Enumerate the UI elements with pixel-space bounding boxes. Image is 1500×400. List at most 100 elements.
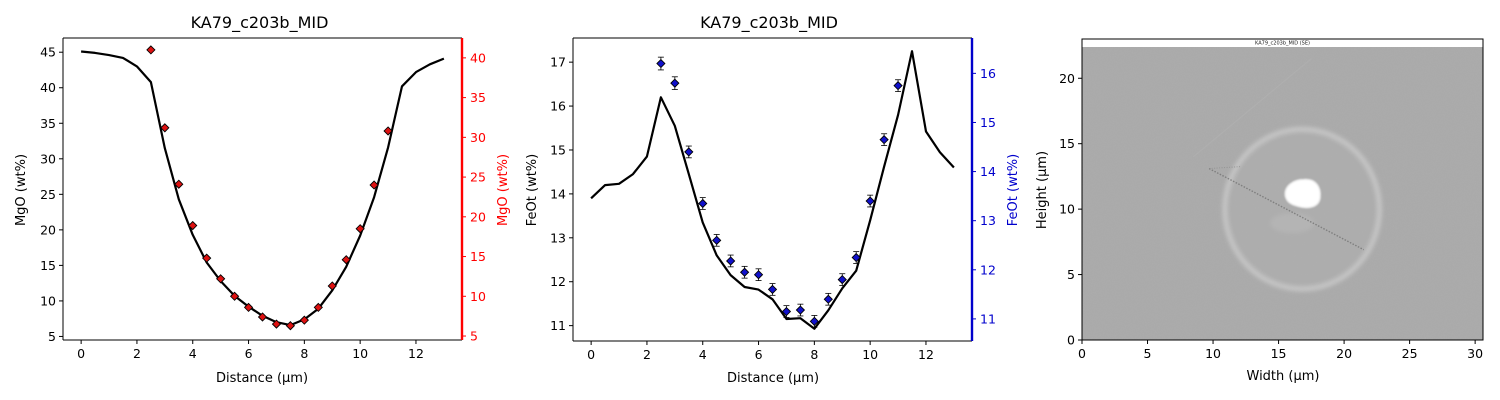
mgo-data-point (369, 180, 379, 190)
feot-x-tick-label: 12 (918, 347, 934, 362)
feot-right-y-tick-label: 14 (980, 164, 996, 179)
feot-chart-title: KA79_c203b_MID (700, 13, 838, 33)
sem-scratch (1193, 58, 1312, 158)
sem-y-tick-label: 5 (1067, 267, 1075, 282)
feot-data-point (656, 58, 666, 69)
feot-right-y-tick-label: 16 (980, 66, 996, 81)
feot-left-y-tick-label: 13 (550, 230, 566, 245)
feot-data-point (684, 147, 694, 157)
mgo-left-y-tick-label: 20 (40, 222, 56, 237)
feot-chart-right-axis-label: FeOt (wt%) (1006, 154, 1021, 226)
feot-data-point (712, 235, 722, 245)
mgo-right-y-tick-label: 30 (470, 130, 486, 145)
mgo-right-y-tick-label: 10 (470, 289, 486, 304)
mgo-data-point (216, 274, 226, 284)
mgo-data-point (243, 302, 254, 313)
mgo-left-y-tick-label: 15 (40, 258, 56, 273)
sem-image-x-axis-label: Width (µm) (1247, 369, 1320, 384)
feot-x-tick-label: 8 (810, 347, 818, 362)
mgo-chart-title: KA79_c203b_MID (191, 13, 329, 33)
feot-left-y-tick-label: 12 (550, 274, 566, 289)
sem-image-frame (1081, 38, 1484, 341)
mgo-data-point (341, 255, 351, 265)
sem-y-tick-label: 20 (1059, 71, 1075, 86)
sem-x-tick-label: 15 (1271, 346, 1287, 361)
feot-left-y-tick-label: 14 (550, 186, 566, 201)
sem-x-tick-label: 10 (1205, 346, 1221, 361)
mgo-right-y-tick-label: 35 (470, 90, 486, 105)
feot-right-y-tick-label: 15 (980, 115, 996, 130)
feot-x-tick-label: 0 (587, 347, 595, 362)
feot-x-tick-label: 10 (862, 347, 878, 362)
feot-x-tick-label: 6 (755, 347, 763, 362)
feot-data-point (767, 284, 778, 295)
mgo-chart-left-axis-label: MgO (wt%) (14, 154, 29, 226)
sem-x-tick-label: 0 (1078, 346, 1086, 361)
feot-right-y-tick-label: 11 (980, 311, 996, 326)
mgo-data-point (146, 45, 156, 55)
mgo-profile-line (80, 50, 445, 327)
feot-data-point (726, 256, 736, 266)
sem-x-tick-label: 30 (1467, 346, 1483, 361)
sem-traverse-label-mark (1209, 166, 1242, 170)
feot-left-y-tick-label: 16 (550, 99, 566, 114)
mgo-right-y-tick-label: 20 (470, 209, 486, 224)
sem-y-tick-label: 0 (1067, 333, 1075, 348)
mgo-data-point (383, 126, 393, 136)
sem-y-tick-label: 10 (1059, 202, 1075, 217)
mgo-x-tick-label: 0 (77, 346, 85, 361)
sem-x-tick-label: 20 (1336, 346, 1352, 361)
feot-chart: KA79_c203b_MID Distance (µm) FeOt (wt%) … (525, 13, 1021, 386)
mgo-data-point (313, 302, 323, 313)
mgo-left-y-tick-label: 45 (40, 45, 56, 60)
sem-inner-blob (1270, 213, 1315, 234)
mgo-x-tick-label: 6 (245, 346, 253, 361)
feot-left-y-tick-label: 17 (550, 55, 566, 70)
feot-x-tick-label: 4 (699, 347, 707, 362)
sem-bright-spot (1284, 178, 1322, 209)
feot-x-tick-label: 2 (643, 347, 651, 362)
feot-data-point (753, 270, 764, 280)
mgo-x-tick-label: 4 (189, 346, 197, 361)
sem-image-y-axis-label: Height (µm) (1035, 151, 1050, 229)
sem-y-tick-label: 15 (1059, 136, 1075, 151)
feot-data-point (795, 305, 806, 315)
feot-data-point (739, 267, 750, 277)
sem-image-caption: KA79_c203b_MID (SE) (1255, 41, 1310, 47)
mgo-data-point (202, 253, 212, 263)
mgo-data-point (229, 291, 240, 301)
sem-x-tick-label: 5 (1144, 346, 1152, 361)
mgo-right-y-tick-label: 15 (470, 249, 486, 264)
feot-right-y-tick-label: 12 (980, 262, 996, 277)
mgo-left-y-tick-label: 10 (40, 293, 56, 308)
feot-left-y-tick-label: 15 (550, 142, 566, 157)
mgo-left-y-tick-label: 35 (40, 116, 56, 131)
mgo-data-point (327, 281, 337, 291)
mgo-data-point (285, 321, 296, 331)
mgo-left-y-tick-label: 30 (40, 151, 56, 166)
mgo-left-y-tick-label: 40 (40, 80, 56, 95)
mgo-right-y-tick-label: 25 (470, 170, 486, 185)
mgo-chart-right-axis-label: MgO (wt%) (496, 154, 511, 226)
feot-data-point (670, 78, 680, 88)
feot-data-point (823, 294, 833, 304)
feot-profile-line (590, 50, 955, 330)
mgo-x-tick-label: 8 (300, 346, 308, 361)
mgo-data-point (174, 179, 184, 189)
feot-data-point (809, 316, 819, 326)
mgo-data-point (271, 319, 282, 329)
feot-chart-left-axis-label: FeOt (wt%) (525, 154, 540, 226)
mgo-left-y-tick-label: 25 (40, 187, 56, 202)
mgo-left-y-tick-label: 5 (48, 329, 56, 344)
mgo-x-tick-label: 10 (352, 346, 368, 361)
feot-data-point (865, 196, 875, 206)
sem-image-panel: Width (µm) Height (µm) KA79_c203b_MID (S… (1035, 38, 1484, 384)
mgo-data-point (299, 315, 309, 325)
sem-analysis-ring (1222, 126, 1382, 292)
feot-right-y-tick-label: 13 (980, 213, 996, 228)
feot-data-point (879, 135, 889, 145)
mgo-chart-x-axis-label: Distance (µm) (216, 371, 308, 386)
mgo-right-y-tick-label: 5 (470, 329, 478, 344)
sem-traverse-line (1208, 167, 1365, 251)
